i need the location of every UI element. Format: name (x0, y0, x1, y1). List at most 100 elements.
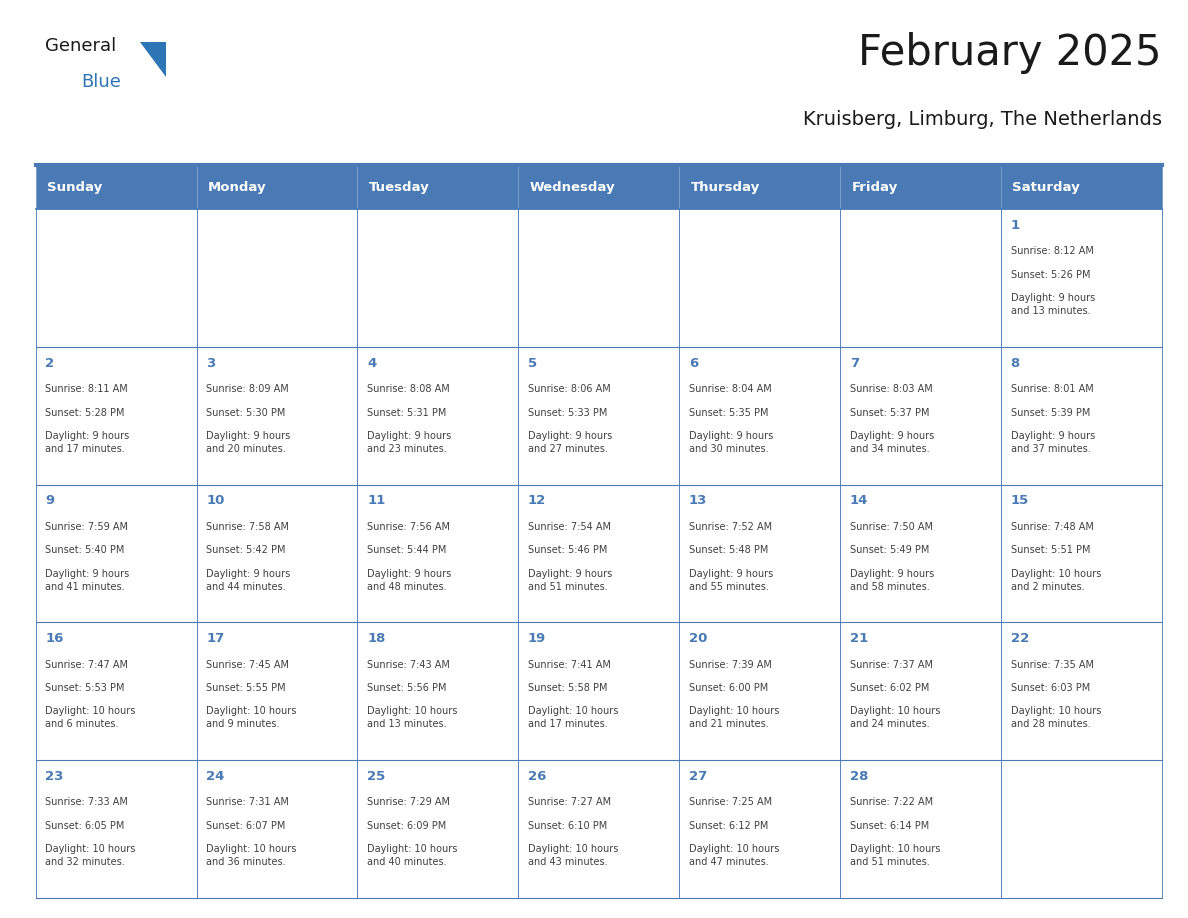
Text: 18: 18 (367, 632, 385, 645)
Text: 9: 9 (45, 494, 55, 508)
Text: 26: 26 (527, 769, 546, 783)
Text: Sunset: 5:48 PM: Sunset: 5:48 PM (689, 545, 769, 555)
Text: Sunrise: 7:27 AM: Sunrise: 7:27 AM (527, 797, 611, 807)
Text: Daylight: 10 hours
and 43 minutes.: Daylight: 10 hours and 43 minutes. (527, 844, 618, 867)
Text: Daylight: 10 hours
and 6 minutes.: Daylight: 10 hours and 6 minutes. (45, 707, 135, 729)
Text: Sunrise: 7:25 AM: Sunrise: 7:25 AM (689, 797, 772, 807)
Text: Sunrise: 8:01 AM: Sunrise: 8:01 AM (1011, 385, 1093, 394)
Text: Daylight: 10 hours
and 21 minutes.: Daylight: 10 hours and 21 minutes. (689, 707, 779, 729)
Text: Sunset: 5:31 PM: Sunset: 5:31 PM (367, 408, 447, 418)
Text: Daylight: 10 hours
and 28 minutes.: Daylight: 10 hours and 28 minutes. (1011, 707, 1101, 729)
Text: Sunrise: 8:06 AM: Sunrise: 8:06 AM (527, 385, 611, 394)
Text: Sunset: 5:53 PM: Sunset: 5:53 PM (45, 683, 125, 693)
Text: Sunrise: 7:43 AM: Sunrise: 7:43 AM (367, 659, 450, 669)
Text: Daylight: 9 hours
and 27 minutes.: Daylight: 9 hours and 27 minutes. (527, 431, 612, 453)
Text: Daylight: 10 hours
and 36 minutes.: Daylight: 10 hours and 36 minutes. (207, 844, 297, 867)
Text: Daylight: 9 hours
and 58 minutes.: Daylight: 9 hours and 58 minutes. (849, 568, 934, 591)
Text: Wednesday: Wednesday (530, 181, 615, 194)
Text: Daylight: 10 hours
and 32 minutes.: Daylight: 10 hours and 32 minutes. (45, 844, 135, 867)
Text: Sunday: Sunday (46, 181, 102, 194)
Text: 2: 2 (45, 357, 55, 370)
Text: Daylight: 10 hours
and 17 minutes.: Daylight: 10 hours and 17 minutes. (527, 707, 618, 729)
Text: Daylight: 9 hours
and 51 minutes.: Daylight: 9 hours and 51 minutes. (527, 568, 612, 591)
Text: 28: 28 (849, 769, 868, 783)
Text: 6: 6 (689, 357, 699, 370)
Text: Sunrise: 7:54 AM: Sunrise: 7:54 AM (527, 521, 611, 532)
Text: Sunset: 6:07 PM: Sunset: 6:07 PM (207, 821, 285, 831)
Text: 23: 23 (45, 769, 64, 783)
Text: Sunset: 5:40 PM: Sunset: 5:40 PM (45, 545, 125, 555)
Text: Sunrise: 7:39 AM: Sunrise: 7:39 AM (689, 659, 772, 669)
Text: Daylight: 9 hours
and 23 minutes.: Daylight: 9 hours and 23 minutes. (367, 431, 451, 453)
Text: February 2025: February 2025 (859, 32, 1162, 74)
Text: Blue: Blue (81, 73, 121, 92)
Text: Sunrise: 7:50 AM: Sunrise: 7:50 AM (849, 521, 933, 532)
Text: Saturday: Saturday (1012, 181, 1080, 194)
Text: Sunset: 6:02 PM: Sunset: 6:02 PM (849, 683, 929, 693)
Text: Daylight: 10 hours
and 47 minutes.: Daylight: 10 hours and 47 minutes. (689, 844, 779, 867)
Text: 3: 3 (207, 357, 215, 370)
Text: Sunrise: 7:31 AM: Sunrise: 7:31 AM (207, 797, 289, 807)
Text: Monday: Monday (208, 181, 266, 194)
Text: Sunrise: 8:12 AM: Sunrise: 8:12 AM (1011, 247, 1093, 256)
Text: Sunrise: 8:04 AM: Sunrise: 8:04 AM (689, 385, 771, 394)
Text: Daylight: 10 hours
and 2 minutes.: Daylight: 10 hours and 2 minutes. (1011, 568, 1101, 591)
Text: Sunset: 5:44 PM: Sunset: 5:44 PM (367, 545, 447, 555)
Text: Daylight: 9 hours
and 30 minutes.: Daylight: 9 hours and 30 minutes. (689, 431, 773, 453)
Text: Sunrise: 7:33 AM: Sunrise: 7:33 AM (45, 797, 128, 807)
Text: Sunrise: 7:52 AM: Sunrise: 7:52 AM (689, 521, 772, 532)
Text: Sunset: 5:51 PM: Sunset: 5:51 PM (1011, 545, 1091, 555)
Text: 8: 8 (1011, 357, 1019, 370)
Text: 27: 27 (689, 769, 707, 783)
Text: Sunset: 5:58 PM: Sunset: 5:58 PM (527, 683, 607, 693)
Text: Tuesday: Tuesday (368, 181, 429, 194)
Text: Sunrise: 7:47 AM: Sunrise: 7:47 AM (45, 659, 128, 669)
Text: 25: 25 (367, 769, 385, 783)
Text: 22: 22 (1011, 632, 1029, 645)
Text: Daylight: 9 hours
and 34 minutes.: Daylight: 9 hours and 34 minutes. (849, 431, 934, 453)
Text: 4: 4 (367, 357, 377, 370)
Text: Sunrise: 7:48 AM: Sunrise: 7:48 AM (1011, 521, 1093, 532)
Text: Daylight: 9 hours
and 55 minutes.: Daylight: 9 hours and 55 minutes. (689, 568, 773, 591)
Text: Sunrise: 7:59 AM: Sunrise: 7:59 AM (45, 521, 128, 532)
Text: Daylight: 9 hours
and 48 minutes.: Daylight: 9 hours and 48 minutes. (367, 568, 451, 591)
Text: 21: 21 (849, 632, 868, 645)
Text: Sunset: 5:46 PM: Sunset: 5:46 PM (527, 545, 607, 555)
Text: 5: 5 (527, 357, 537, 370)
Text: 19: 19 (527, 632, 546, 645)
Text: Sunset: 6:12 PM: Sunset: 6:12 PM (689, 821, 769, 831)
Text: Daylight: 9 hours
and 41 minutes.: Daylight: 9 hours and 41 minutes. (45, 568, 129, 591)
Text: Sunrise: 7:37 AM: Sunrise: 7:37 AM (849, 659, 933, 669)
Text: Sunset: 6:05 PM: Sunset: 6:05 PM (45, 821, 125, 831)
Text: Sunset: 5:26 PM: Sunset: 5:26 PM (1011, 270, 1091, 280)
Text: Daylight: 10 hours
and 13 minutes.: Daylight: 10 hours and 13 minutes. (367, 707, 457, 729)
Text: Thursday: Thursday (690, 181, 759, 194)
Text: Sunrise: 7:35 AM: Sunrise: 7:35 AM (1011, 659, 1094, 669)
Text: Daylight: 9 hours
and 17 minutes.: Daylight: 9 hours and 17 minutes. (45, 431, 129, 453)
Text: Sunrise: 7:41 AM: Sunrise: 7:41 AM (527, 659, 611, 669)
Text: Sunset: 5:55 PM: Sunset: 5:55 PM (207, 683, 286, 693)
Text: 16: 16 (45, 632, 64, 645)
Text: 24: 24 (207, 769, 225, 783)
Text: Sunset: 6:09 PM: Sunset: 6:09 PM (367, 821, 447, 831)
Text: Daylight: 10 hours
and 51 minutes.: Daylight: 10 hours and 51 minutes. (849, 844, 940, 867)
Text: Daylight: 9 hours
and 20 minutes.: Daylight: 9 hours and 20 minutes. (207, 431, 290, 453)
Text: 12: 12 (527, 494, 546, 508)
Text: Sunset: 6:03 PM: Sunset: 6:03 PM (1011, 683, 1089, 693)
Text: Daylight: 10 hours
and 24 minutes.: Daylight: 10 hours and 24 minutes. (849, 707, 940, 729)
Text: Sunrise: 7:58 AM: Sunrise: 7:58 AM (207, 521, 289, 532)
Text: 13: 13 (689, 494, 707, 508)
Text: Sunrise: 8:08 AM: Sunrise: 8:08 AM (367, 385, 450, 394)
Text: Sunrise: 7:22 AM: Sunrise: 7:22 AM (849, 797, 933, 807)
Text: Sunrise: 8:09 AM: Sunrise: 8:09 AM (207, 385, 289, 394)
Text: Daylight: 9 hours
and 37 minutes.: Daylight: 9 hours and 37 minutes. (1011, 431, 1095, 453)
Text: Sunset: 5:42 PM: Sunset: 5:42 PM (207, 545, 285, 555)
Text: Sunset: 5:30 PM: Sunset: 5:30 PM (207, 408, 285, 418)
Polygon shape (140, 42, 166, 77)
Text: 7: 7 (849, 357, 859, 370)
Text: Sunset: 6:10 PM: Sunset: 6:10 PM (527, 821, 607, 831)
Text: Sunset: 5:39 PM: Sunset: 5:39 PM (1011, 408, 1091, 418)
Text: Daylight: 9 hours
and 13 minutes.: Daylight: 9 hours and 13 minutes. (1011, 294, 1095, 316)
Text: Sunset: 5:35 PM: Sunset: 5:35 PM (689, 408, 769, 418)
Text: 17: 17 (207, 632, 225, 645)
